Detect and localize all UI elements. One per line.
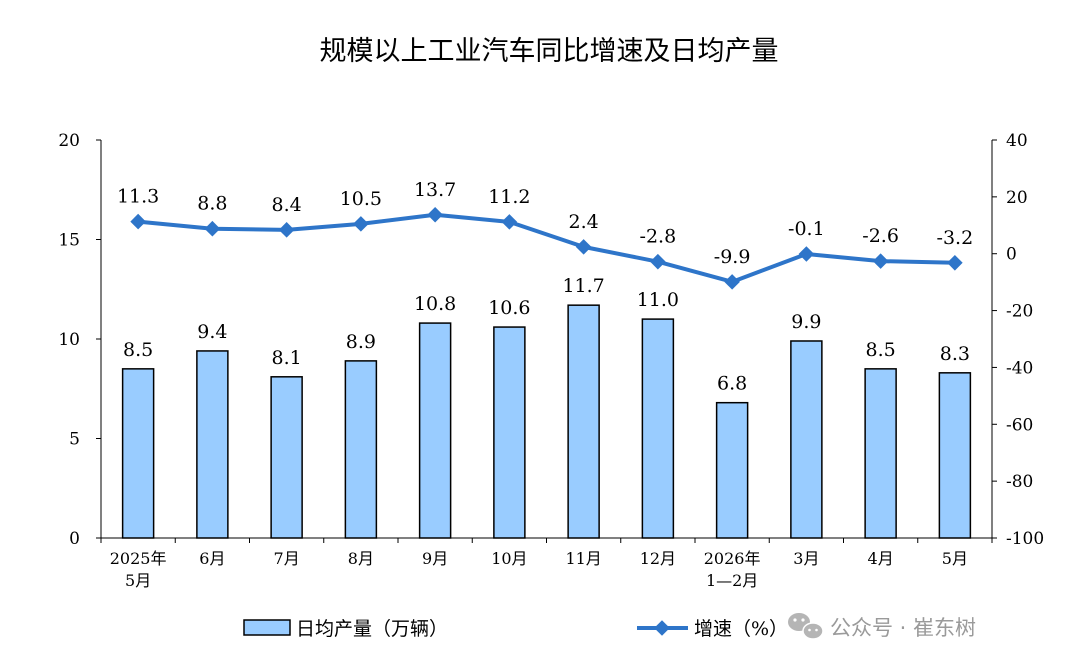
legend: 日均产量（万辆） 增速（%） [243,618,788,640]
category-label: 5月 [942,549,968,568]
watermark-text: 公众号 · 崔东树 [830,616,976,640]
right-tick-label: 0 [1006,245,1017,265]
bar-data-label: 8.5 [866,339,896,361]
bar [121,368,155,539]
bar [567,304,600,539]
category-labels: 2025年 5月 6月 7月 8月 9月 10月 11月 12月 2026年 1—2月 3月 4月 5月 [110,549,968,590]
left-tick-label: 10 [58,330,80,350]
line-point [278,222,295,238]
bar [864,368,897,539]
line-point [204,220,221,237]
left-tick-label: 20 [58,131,80,151]
right-tick-label: -20 [1006,302,1033,322]
legend-line-marker [654,620,670,636]
bar [641,318,675,539]
bar-data-label: 8.3 [940,343,970,365]
bar [196,350,229,539]
bar [418,322,452,539]
line-point [650,253,666,270]
bar-series [121,304,972,539]
category-label: 2026年 [704,549,761,568]
line-data-label: 8.4 [272,194,302,216]
line-point [947,255,963,271]
wechat-icon [788,613,824,640]
line-data-label: -3.2 [937,227,974,249]
line-data-label: 2.4 [569,211,599,233]
watermark: 公众号 · 崔东树 [788,613,976,640]
growth-line [137,212,955,284]
line-data-label: 8.8 [197,193,227,215]
bar [493,326,526,539]
line-data-label: -2.6 [862,225,899,247]
line-point [798,246,815,262]
category-label: 8月 [348,549,374,568]
category-label: 5月 [125,571,151,590]
left-tick-label: 5 [69,430,80,450]
bar [270,376,303,539]
category-label: 4月 [868,549,894,568]
bar-data-label: 11.7 [562,275,604,297]
left-tick-label: 0 [69,529,80,549]
category-label: 3月 [793,549,819,568]
data-labels: 8.5 9.4 8.1 8.9 10.8 10.6 11.7 11.0 6.8 9.9 8.5 8.3… [117,179,973,395]
bar-data-label: 8.9 [346,331,376,353]
category-label: 2025年 [110,549,167,568]
category-label: 7月 [274,549,300,568]
legend-bar-swatch [243,619,291,636]
line-data-label: 10.5 [340,188,382,210]
line-point [724,274,740,290]
legend-bar-label: 日均产量（万辆） [296,618,448,640]
right-tick-label: 20 [1006,188,1028,208]
bar-data-label: 9.4 [197,321,227,343]
line-data-label: 11.2 [488,186,530,208]
line-point [575,239,592,255]
line-data-label: 13.7 [414,179,456,201]
line-point [427,206,443,223]
right-tick-label: -40 [1006,358,1033,378]
right-tick-label: -100 [1006,529,1044,549]
category-label: 6月 [199,549,225,568]
bar-data-label: 8.1 [272,347,302,369]
line-series [130,206,963,290]
bar-data-label: 9.9 [791,311,821,333]
bar-data-label: 10.6 [488,297,530,319]
category-label: 1—2月 [706,571,758,590]
line-point [872,253,889,269]
right-tick-label: -80 [1006,472,1033,492]
line-data-label: -2.8 [640,226,677,248]
right-tick-label: -60 [1006,415,1033,435]
line-point [130,213,146,230]
left-tick-label: 15 [58,231,80,251]
line-point [353,216,369,232]
line-data-label: -9.9 [714,246,751,268]
line-data-label: 11.3 [117,186,159,208]
right-tick-label: 40 [1006,131,1028,151]
bar [790,340,823,539]
legend-line-label: 增速（%） [694,618,788,640]
line-point [501,214,518,230]
bar [344,360,378,539]
category-label: 12月 [640,549,676,568]
bar-data-label: 10.8 [414,293,456,315]
category-label: 11月 [565,549,601,568]
bar [715,401,749,539]
bar-data-label: 8.5 [123,339,153,361]
chart-title: 规模以上工业汽车同比增速及日均产量 [320,36,779,67]
category-label: 9月 [422,549,448,568]
bar [938,372,972,539]
bar-data-label: 11.0 [637,289,679,311]
bar-data-label: 6.8 [717,373,747,395]
line-data-label: -0.1 [788,218,825,240]
category-label: 10月 [491,549,527,568]
axes: 0 5 10 15 20 -100 -80 -60 -40 -20 0 20 40 [58,131,1044,549]
